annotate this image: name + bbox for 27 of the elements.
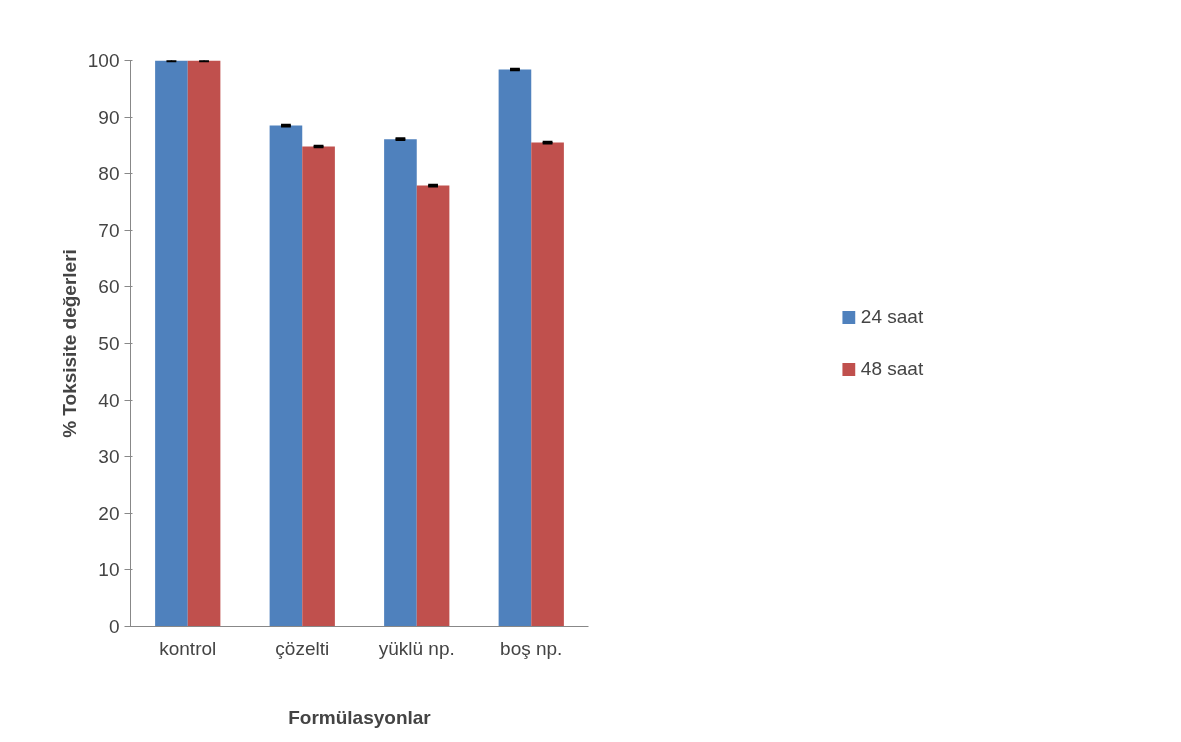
- bar: [531, 142, 564, 627]
- y-tick-label: 40: [98, 389, 120, 411]
- y-tick-label: 80: [98, 163, 120, 185]
- bar: [416, 185, 450, 627]
- y-tick-label: 100: [87, 50, 120, 71]
- x-tick-label: boş np.: [500, 637, 563, 659]
- x-tick-label: çözelti: [275, 637, 330, 659]
- legend-label: 48 saat: [860, 358, 924, 380]
- bar: [302, 146, 335, 627]
- bar: [187, 60, 221, 627]
- y-tick-label: 60: [98, 276, 120, 298]
- bar: [155, 60, 188, 627]
- bar: [269, 125, 303, 627]
- y-tick-label: 20: [98, 502, 120, 524]
- bar: [384, 139, 417, 627]
- x-tick-label: kontrol: [159, 637, 217, 659]
- y-tick-label: 70: [98, 219, 120, 241]
- x-axis-title: Formülasyonlar: [288, 706, 432, 728]
- y-tick-label: 90: [98, 106, 120, 128]
- y-tick-label: 0: [108, 616, 120, 637]
- x-tick-label: yüklü np.: [378, 637, 455, 659]
- y-axis-title: % Toksisite değerleri: [58, 249, 80, 438]
- bar: [498, 69, 532, 627]
- y-tick-label: 50: [98, 333, 120, 354]
- y-tick-label: 30: [98, 446, 120, 468]
- legend-label: 24 saat: [860, 306, 924, 328]
- y-tick-label: 10: [98, 559, 120, 581]
